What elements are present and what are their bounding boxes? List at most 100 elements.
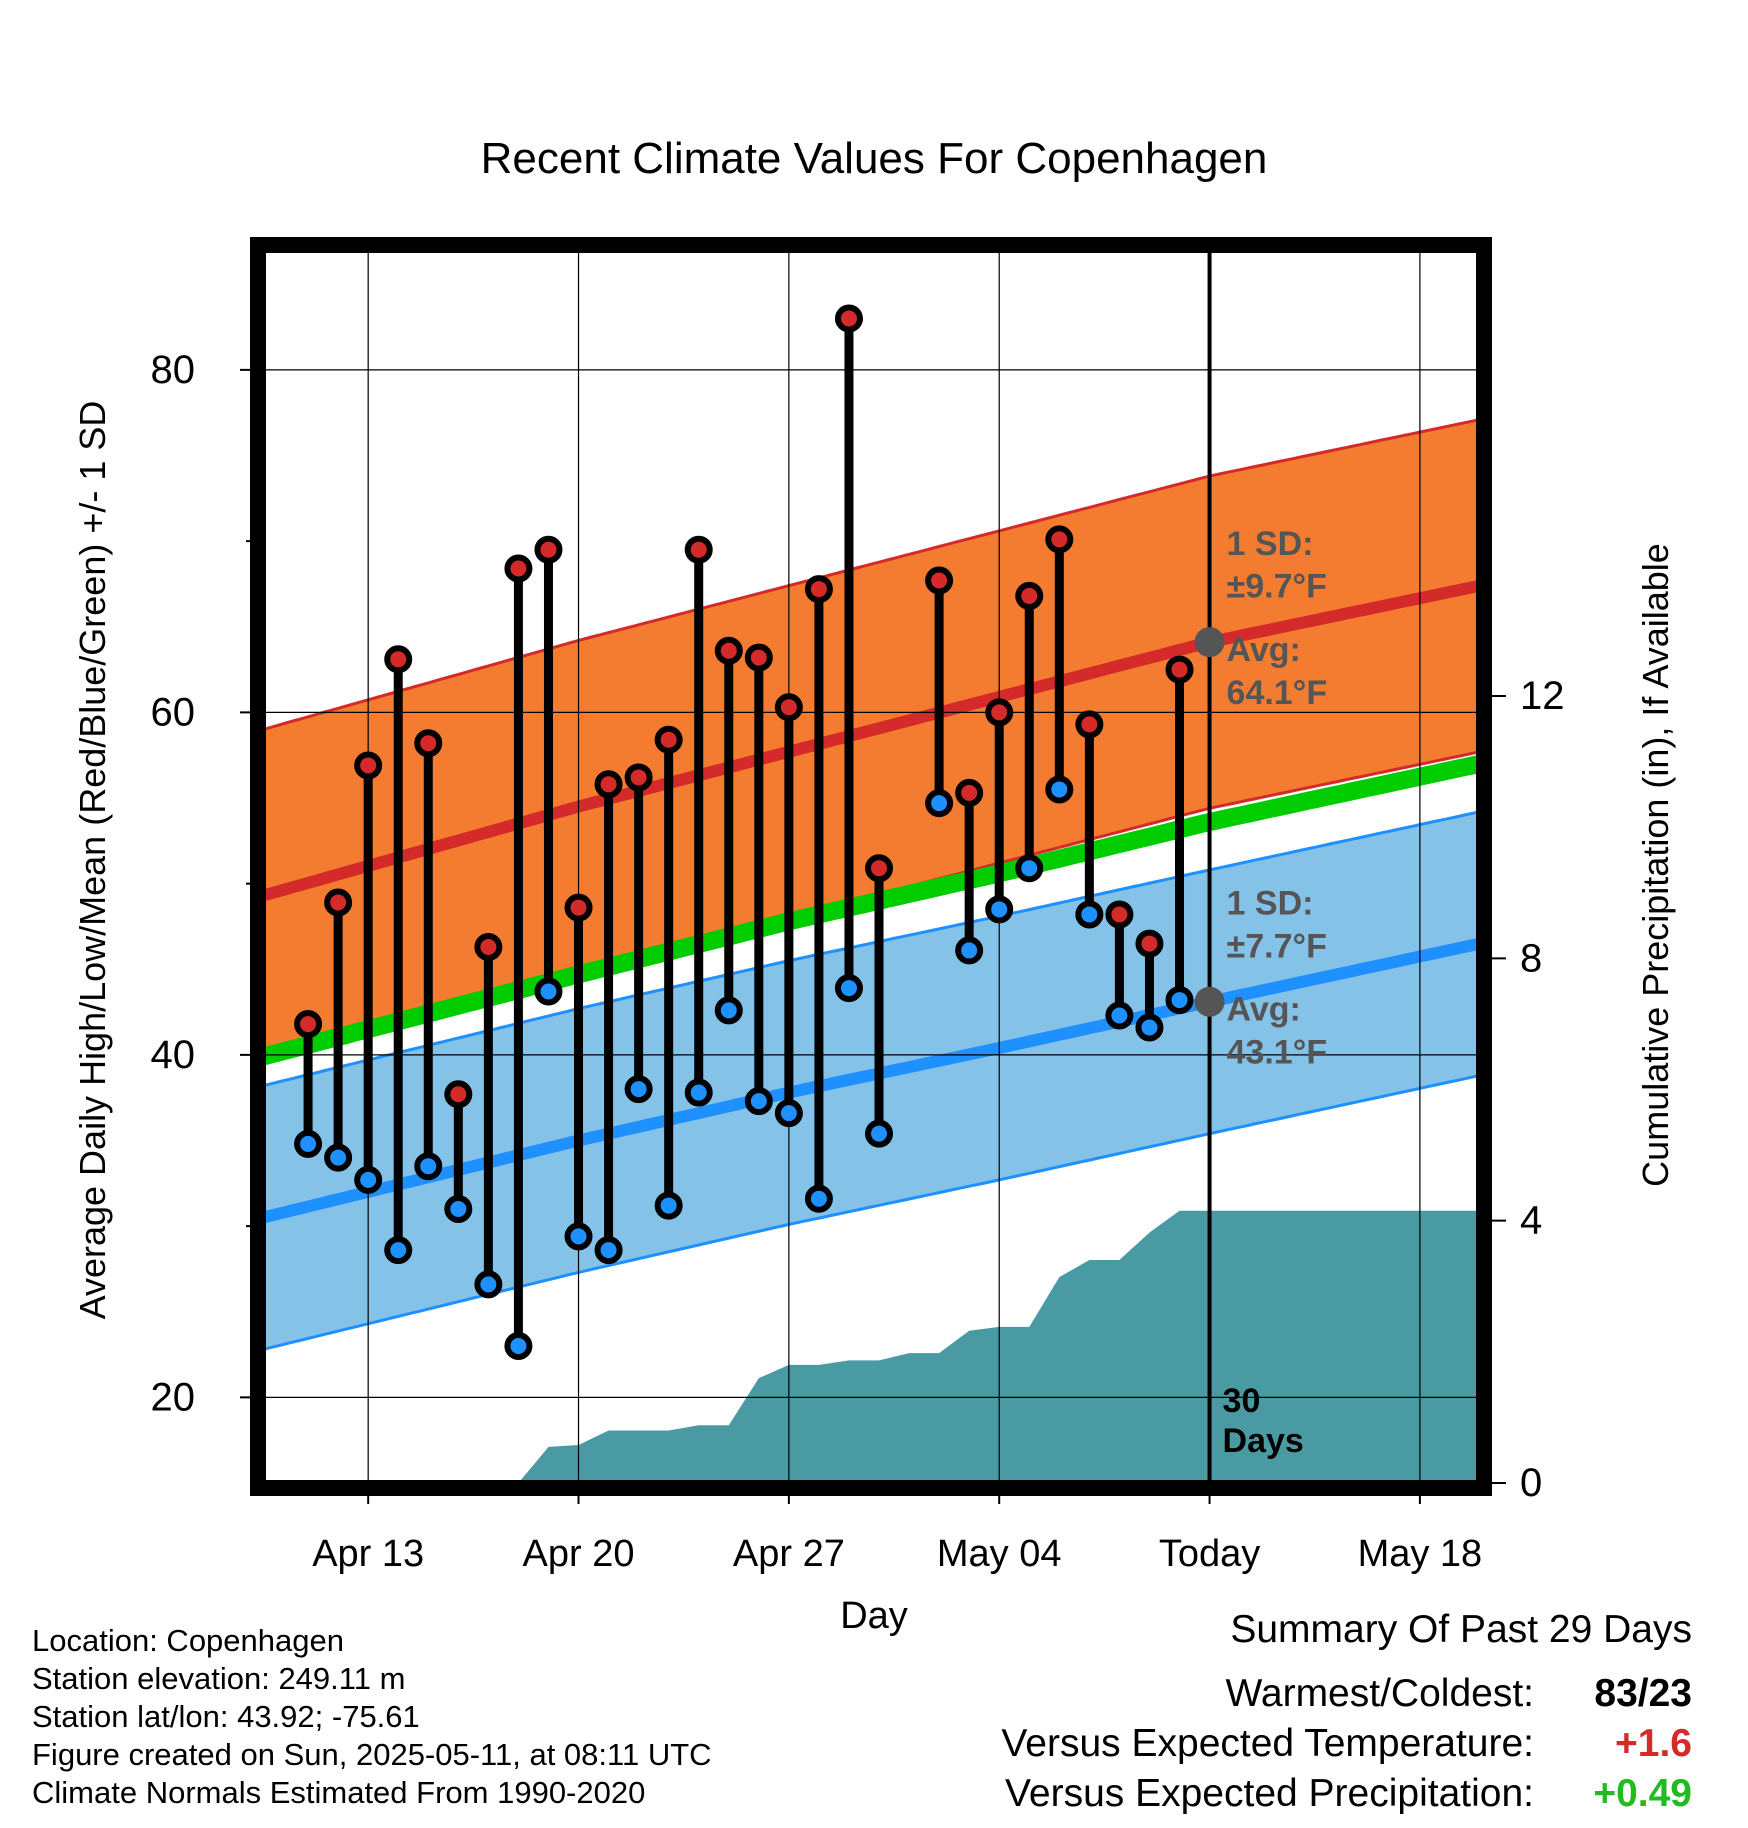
daily-low-point xyxy=(1135,1013,1164,1042)
info-location: Location: Copenhagen xyxy=(32,1623,344,1658)
daily-low-point xyxy=(1105,1001,1134,1030)
daily-low-point xyxy=(354,1165,383,1194)
daily-low-point xyxy=(294,1129,323,1158)
daily-high-point xyxy=(804,575,833,604)
x-tick-label: Apr 20 xyxy=(523,1533,635,1575)
chart-title: Recent Climate Values For Copenhagen xyxy=(481,134,1268,183)
low-sd-value: ±7.7°F xyxy=(1227,927,1327,965)
daily-low-point xyxy=(654,1191,683,1220)
daily-high-point xyxy=(925,566,954,595)
daily-high-point xyxy=(594,770,623,799)
daily-high-point xyxy=(744,643,773,672)
high-sd-value: ±9.7°F xyxy=(1227,568,1327,606)
daily-low-point xyxy=(925,789,954,818)
y2-axis-label: Cumulative Precipitation (in), If Availa… xyxy=(1635,543,1676,1187)
daily-high-point xyxy=(384,645,413,674)
daily-low-point xyxy=(1165,986,1194,1015)
low-sd-upper-line xyxy=(263,810,1480,1088)
low-avg-value: 43.1°F xyxy=(1227,1033,1328,1071)
info-created: Figure created on Sun, 2025-05-11, at 08… xyxy=(32,1737,712,1772)
daily-high-point xyxy=(534,535,563,564)
daily-high-point xyxy=(354,751,383,780)
x-axis-label: Day xyxy=(840,1595,908,1637)
daily-high-point xyxy=(1135,929,1164,958)
daily-high-point xyxy=(1015,581,1044,610)
temp-vs-expected-label: Versus Expected Temperature: xyxy=(1001,1722,1534,1765)
y-tick-label: 40 xyxy=(151,1033,196,1077)
warm-cold-value: 83/23 xyxy=(1594,1672,1692,1715)
daily-high-point xyxy=(324,888,353,917)
days-count-label: 30 xyxy=(1223,1382,1261,1420)
daily-high-point xyxy=(624,763,653,792)
info-normals: Climate Normals Estimated From 1990-2020 xyxy=(32,1775,646,1810)
summary-warm-cold: Warmest/Coldest: 83/23 xyxy=(1226,1672,1692,1716)
daily-high-point xyxy=(834,304,863,333)
daily-low-point xyxy=(955,936,984,965)
daily-high-point xyxy=(684,535,713,564)
daily-low-point xyxy=(804,1184,833,1213)
summary-precip: Versus Expected Precipitation: +0.49 xyxy=(1005,1772,1692,1816)
daily-high-point xyxy=(985,698,1014,727)
mean-normal-line xyxy=(263,754,1480,1066)
info-elevation: Station elevation: 249.11 m xyxy=(32,1661,406,1696)
station-info: Location: Copenhagen Station elevation: … xyxy=(32,1622,712,1812)
plot-border xyxy=(250,237,1492,1496)
today-low-avg-marker xyxy=(1194,986,1225,1017)
y2-tick-label: 4 xyxy=(1520,1199,1542,1243)
temp-vs-expected-value: +1.6 xyxy=(1615,1722,1692,1765)
daily-high-point xyxy=(1075,710,1104,739)
daily-high-point xyxy=(414,729,443,758)
daily-high-point xyxy=(1045,525,1074,554)
precip-vs-expected-value: +0.49 xyxy=(1593,1772,1692,1815)
daily-high-point xyxy=(774,693,803,722)
daily-high-point xyxy=(444,1080,473,1109)
x-tick-label: Apr 13 xyxy=(312,1533,424,1575)
x-tick-label: May 04 xyxy=(937,1533,1062,1575)
high-avg-value: 64.1°F xyxy=(1227,674,1328,712)
daily-high-point xyxy=(474,932,503,961)
daily-low-point xyxy=(414,1152,443,1181)
daily-low-point xyxy=(684,1078,713,1107)
daily-low-point xyxy=(474,1270,503,1299)
low-sd-lower-line xyxy=(263,1073,1480,1351)
daily-low-point xyxy=(744,1087,773,1116)
daily-low-point xyxy=(504,1332,533,1360)
daily-low-point xyxy=(714,996,743,1025)
summary-title: Summary Of Past 29 Days xyxy=(1230,1608,1692,1651)
daily-high-point xyxy=(865,854,894,883)
x-tick-label: May 18 xyxy=(1358,1533,1483,1575)
y2-tick-label: 12 xyxy=(1520,674,1565,718)
info-latlon: Station lat/lon: 43.92; -75.61 xyxy=(32,1699,420,1734)
daily-low-point xyxy=(384,1236,413,1265)
daily-low-point xyxy=(985,895,1014,924)
daily-low-point xyxy=(444,1195,473,1223)
warm-cold-label: Warmest/Coldest: xyxy=(1225,1672,1534,1715)
x-tick-label: Apr 27 xyxy=(733,1533,845,1575)
daily-low-point xyxy=(1075,900,1104,929)
high-sd-upper-line xyxy=(263,418,1480,731)
daily-high-point xyxy=(714,636,743,665)
daily-low-point xyxy=(324,1143,353,1172)
precip-vs-expected-label: Versus Expected Precipitation: xyxy=(1005,1772,1534,1815)
summary-temp: Versus Expected Temperature: +1.6 xyxy=(1001,1722,1692,1766)
y-tick-label: 60 xyxy=(151,690,196,734)
low-sd-label: 1 SD: xyxy=(1227,884,1314,922)
daily-high-point xyxy=(654,725,683,754)
daily-low-point xyxy=(1045,775,1074,804)
daily-low-point xyxy=(774,1099,803,1128)
low-normal-line xyxy=(263,937,1480,1224)
y-axis-label: Average Daily High/Low/Mean (Red/Blue/Gr… xyxy=(72,401,113,1320)
daily-high-point xyxy=(504,554,533,583)
today-high-avg-marker xyxy=(1194,627,1225,658)
low-avg-label: Avg: xyxy=(1227,991,1301,1029)
daily-low-point xyxy=(624,1075,653,1104)
plot-area xyxy=(263,250,1480,1483)
daily-low-point xyxy=(865,1119,894,1148)
y2-tick-label: 0 xyxy=(1520,1461,1542,1505)
daily-low-point xyxy=(1015,854,1044,883)
y-tick-label: 20 xyxy=(151,1375,196,1419)
daily-low-point xyxy=(594,1236,623,1265)
daily-high-point xyxy=(1105,900,1134,929)
high-avg-label: Avg: xyxy=(1227,631,1301,669)
y-tick-label: 80 xyxy=(151,348,196,392)
